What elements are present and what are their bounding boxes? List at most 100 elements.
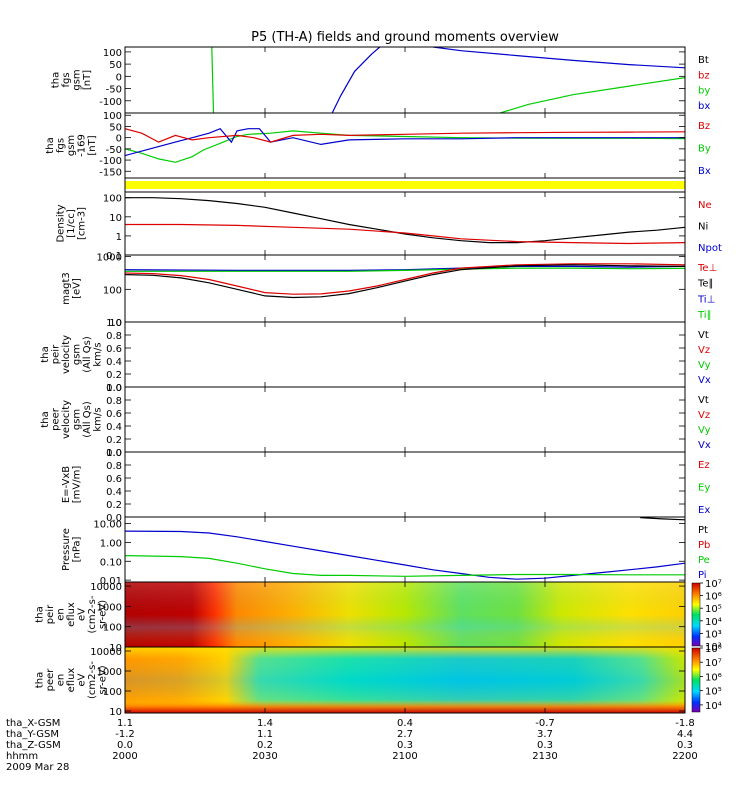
legend-entry: Vx xyxy=(698,375,711,386)
y-axis-label-line: km/s xyxy=(92,342,103,366)
colorbar-label: 10⁷ xyxy=(705,579,722,590)
series-line-black xyxy=(640,517,685,521)
legend-entry: Ni xyxy=(698,222,708,233)
y-axis-label-line: eV xyxy=(77,608,88,621)
y-axis-label-line: gsm xyxy=(71,409,82,430)
colorbar-label: 10⁷ xyxy=(705,658,722,669)
colorbar-label: 10⁴ xyxy=(705,701,722,712)
series-line-black xyxy=(125,264,685,299)
colorbar-label: 10⁶ xyxy=(705,672,722,683)
y-axis-label-line: peer xyxy=(45,668,56,692)
y-axis-label-line: tha xyxy=(40,346,51,362)
y-axis-label-line: [eV] xyxy=(71,278,82,299)
y-tick-label: 100 xyxy=(103,111,122,122)
y-axis-label-line: peer xyxy=(50,407,61,431)
y-axis-label-line: [nPa] xyxy=(71,536,82,562)
y-tick-label: -150 xyxy=(99,167,122,178)
y-axis-label-line: (All Qs) xyxy=(82,336,93,373)
y-axis-label-line: sr-eV) xyxy=(98,665,109,694)
y-axis-label-line: gsm xyxy=(66,135,77,156)
legend-entry: Te∥ xyxy=(697,279,714,290)
y-axis-label-line: velocity xyxy=(61,335,72,374)
y-tick-label: 0.4 xyxy=(106,422,122,433)
y-tick-label: 1000 xyxy=(97,667,122,678)
y-axis-label-line: peir xyxy=(45,604,56,624)
y-axis-label-line: gsm xyxy=(71,344,82,365)
y-axis-label: tha fgs gsm [nT] xyxy=(50,69,93,90)
spectrogram-shading xyxy=(125,582,685,647)
y-axis-label-line: tha xyxy=(45,137,56,153)
y-axis-label-line: tha xyxy=(35,606,46,622)
panel-efield: Ez Ey Ex 1.0 0.8 0.6 0.4 0.2 0.0 E=-VxB [mV/m] xyxy=(61,448,711,524)
y-tick-label: -100 xyxy=(99,97,122,108)
footer-value: 2200 xyxy=(672,751,697,762)
legend-entry: Ex xyxy=(698,505,710,516)
legend-entry: Npot xyxy=(698,243,722,254)
series-group xyxy=(125,127,685,163)
y-axis-label-line: [1/cc] xyxy=(66,209,77,238)
y-axis-label-line: gsm xyxy=(71,69,82,90)
y-tick-label: -100 xyxy=(99,156,122,167)
footer-value: 0.0 xyxy=(117,740,133,751)
y-tick-label: 0.8 xyxy=(106,461,122,472)
footer-value: 2030 xyxy=(252,751,277,762)
panel-temp: Te⊥ Te∥ Ti⊥ Ti∥ 1000 100 10 magt3 [eV] xyxy=(61,253,718,329)
series-group xyxy=(125,197,685,245)
y-axis-label-line: (All Qs) xyxy=(82,401,93,438)
y-tick-label: 1000 xyxy=(97,253,122,264)
y-axis-label-line: tha xyxy=(35,672,46,688)
legend-entry: Pt xyxy=(698,525,708,536)
y-tick-label: 1.00 xyxy=(100,538,122,549)
y-tick-label: 10000 xyxy=(90,647,122,658)
y-tick-label: 0.6 xyxy=(106,474,122,485)
footer-value: 0.3 xyxy=(397,740,413,751)
panel-frame xyxy=(124,46,686,114)
y-tick-label: 0.01 xyxy=(100,576,122,587)
footer-value: 2.7 xyxy=(397,729,413,740)
y-tick-label: 0.2 xyxy=(106,370,122,381)
series-group xyxy=(125,263,685,299)
footer-value: -1.2 xyxy=(115,729,135,740)
footer-value: 0.2 xyxy=(257,740,273,751)
colorbar-label: 10⁵ xyxy=(705,687,722,698)
legend-entry: Ti⊥ xyxy=(697,294,715,305)
series-line-blue xyxy=(125,530,685,580)
y-axis-label-line: tha xyxy=(40,411,51,427)
series-line-green xyxy=(211,47,215,113)
y-axis-label-line: [mV/m] xyxy=(71,466,82,504)
y-axis-label-line: fgs xyxy=(56,138,67,153)
colorbar-label: 10⁴ xyxy=(705,617,722,628)
legend-entry: Pi xyxy=(698,570,707,581)
colorbar-label: 10⁶ xyxy=(705,592,722,603)
y-tick-label: 100 xyxy=(103,48,122,59)
y-axis-label: tha peir velocity gsm (All Qs) km/s xyxy=(40,335,104,374)
y-axis-label-line: [nT] xyxy=(82,70,93,90)
colorbar xyxy=(691,582,701,647)
y-tick-label: 1 xyxy=(116,232,122,243)
flag-bar xyxy=(125,181,685,189)
footer-value: -1.8 xyxy=(675,718,695,729)
flag-strip xyxy=(124,177,686,193)
y-tick-label: 10 xyxy=(109,707,122,718)
footer-value: 2130 xyxy=(532,751,557,762)
series-group xyxy=(125,517,685,580)
y-tick-label: 10.00 xyxy=(93,520,122,531)
colorbar-label: 10⁸ xyxy=(705,644,722,655)
legend-entry: Vz xyxy=(698,410,710,421)
series-line-green xyxy=(125,555,685,577)
y-tick-label: 1.0 xyxy=(106,383,122,394)
series-line-blue xyxy=(432,47,685,69)
y-axis-label-line: [nT] xyxy=(87,135,98,155)
y-axis-label-line: eflux xyxy=(66,668,77,693)
legend-entry: Pb xyxy=(698,540,710,551)
legend-entry: Vz xyxy=(698,345,710,356)
y-tick-label: 50 xyxy=(109,122,122,133)
y-axis-label: Density [1/cc] [cm-3] xyxy=(56,204,88,242)
legend-entry: Te⊥ xyxy=(697,263,717,274)
series-line-blue xyxy=(331,47,381,113)
legend-entry: by xyxy=(698,86,710,97)
